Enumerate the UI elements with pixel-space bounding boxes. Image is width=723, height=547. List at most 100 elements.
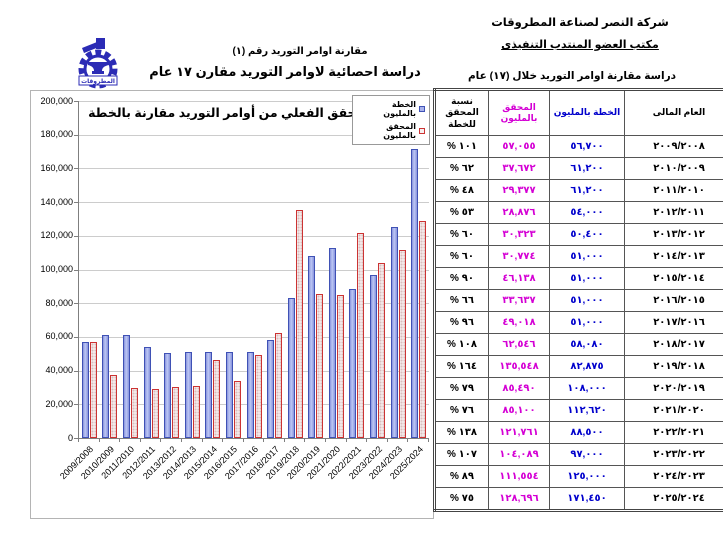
y-tick-label: 80,000 [45, 297, 73, 308]
plan-cell: ٥٠,٤٠٠ [549, 223, 625, 246]
plan-series-swatch-icon [419, 106, 425, 112]
actual-bar-2022/2021 [357, 233, 365, 438]
table-row: ٢٠١٩/٢٠١٨ ٨٢,٨٧٥ ١٣٥,٥٤٨% ١٦٤ [434, 355, 723, 378]
y-tick-label: 20,000 [45, 398, 73, 409]
pct-cell: % ٩٦ [434, 311, 489, 334]
col-header-actual: المحقق بالمليون [488, 89, 550, 136]
y-tick-label: 40,000 [45, 365, 73, 376]
table-row: ٢٠١١/٢٠١٠ ٦١,٢٠٠ ٢٩,٣٧٧% ٤٨ [434, 179, 723, 202]
year-cell: ٢٠١٥/٢٠١٤ [624, 267, 723, 290]
pct-cell: % ٦٢ [434, 157, 489, 180]
actual-series-swatch-icon [419, 128, 425, 134]
plan-cell: ١٢٥,٠٠٠ [549, 465, 625, 488]
table-row: ٢٠١٤/٢٠١٣ ٥١,٠٠٠ ٣٠,٧٧٤% ٦٠ [434, 245, 723, 268]
actual-cell: ٢٩,٣٧٧ [488, 179, 550, 202]
table-row: ٢٠٢٥/٢٠٢٤ ١٧١,٤٥٠ ١٢٨,٦٩٦% ٧٥ [434, 487, 723, 511]
year-cell: ٢٠٢٣/٢٠٢٢ [624, 443, 723, 466]
table-row: ٢٠١٢/٢٠١١ ٥٤,٠٠٠ ٢٨,٨٧٦% ٥٣ [434, 201, 723, 224]
pct-cell: % ٧٥ [434, 487, 489, 511]
bar-chart: 0 20,000 40,000 60,000 80,000 100,000 120,000 1… [30, 90, 434, 519]
plan-bar-2017/2016 [246, 352, 254, 438]
actual-bar-2024/2023 [398, 250, 406, 438]
table-row: ٢٠١٧/٢٠١٦ ٥١,٠٠٠ ٤٩,٠١٨% ٩٦ [434, 311, 723, 334]
plan-cell: ٩٧,٠٠٠ [549, 443, 625, 466]
plan-cell: ٦١,٢٠٠ [549, 179, 625, 202]
plan-bar-2012/2011 [143, 347, 151, 438]
year-cell: ٢٠١٢/٢٠١١ [624, 201, 723, 224]
y-tick-label: 0 [67, 432, 73, 443]
plan-bar-2011/2010 [122, 335, 130, 438]
plan-bar-2018/2017 [267, 340, 275, 438]
table-row: ٢٠٠٩/٢٠٠٨ ٥٦,٧٠٠ ٥٧,٠٥٥% ١٠١ [434, 135, 723, 158]
year-cell: ٢٠١٧/٢٠١٦ [624, 311, 723, 334]
pct-cell: % ٧٦ [434, 399, 489, 422]
y-tick-label: 60,000 [45, 331, 73, 342]
pct-cell: % ١٣٨ [434, 421, 489, 444]
actual-bar-2014/2013 [192, 386, 200, 438]
pct-cell: % ٩٠ [434, 267, 489, 290]
actual-bar-2020/2019 [316, 294, 324, 438]
chart-plot-area [78, 101, 429, 439]
plan-cell: ٥٤,٠٠٠ [549, 201, 625, 224]
pct-cell: % ٦٠ [434, 223, 489, 246]
plan-cell: ٨٢,٨٧٥ [549, 355, 625, 378]
year-cell: ٢٠٠٩/٢٠٠٨ [624, 135, 723, 158]
plan-bar-2010/2009 [102, 335, 110, 438]
plan-bar-2014/2013 [184, 352, 192, 438]
pct-cell: % ١٠٨ [434, 333, 489, 356]
plan-bar-2020/2019 [308, 256, 316, 438]
actual-bar-2018/2017 [275, 333, 283, 438]
year-cell: ٢٠٢٢/٢٠٢١ [624, 421, 723, 444]
table-row: ٢٠١٥/٢٠١٤ ٥١,٠٠٠ ٤٦,١٣٨% ٩٠ [434, 267, 723, 290]
y-tick-label: 120,000 [40, 230, 73, 241]
chart-legend: الخطة بالمليون المحقق بالمليون [352, 95, 430, 145]
col-header-year: العام المالى [624, 89, 723, 136]
report-main-title: دراسة احصائية لاوامر التوريد مقارن ١٧ عا… [149, 64, 421, 79]
actual-cell: ١٣٥,٥٤٨ [488, 355, 550, 378]
hammer-icon [82, 42, 99, 53]
year-cell: ٢٠١٤/٢٠١٣ [624, 245, 723, 268]
comparison-table: العام المالى الخطة بالمليون المحقق بالمل… [433, 88, 723, 512]
anvil-icon [88, 62, 109, 74]
col-header-plan: الخطة بالمليون [549, 89, 625, 136]
actual-cell: ٣٧,٦٧٢ [488, 157, 550, 180]
actual-bar-2011/2010 [130, 388, 138, 438]
actual-bar-2016/2015 [233, 381, 241, 438]
plan-cell: ١٧١,٤٥٠ [549, 487, 625, 511]
actual-cell: ٥٧,٠٥٥ [488, 135, 550, 158]
year-cell: ٢٠١٣/٢٠١٢ [624, 223, 723, 246]
year-cell: ٢٠٢٤/٢٠٢٣ [624, 465, 723, 488]
table-title: دراسة مقارنة اوامر التوريد خلال (١٧) عام [467, 70, 677, 82]
table-row: ٢٠٢٤/٢٠٢٣ ١٢٥,٠٠٠ ١١١,٥٥٤% ٨٩ [434, 465, 723, 488]
company-logo: المطروقات [78, 38, 118, 89]
plan-bar-2016/2015 [225, 352, 233, 438]
plan-bar-2013/2012 [164, 353, 172, 438]
actual-bar-2017/2016 [254, 355, 262, 438]
plan-bar-2023/2022 [370, 275, 378, 438]
plan-cell: ٥١,٠٠٠ [549, 267, 625, 290]
actual-cell: ٨٥,١٠٠ [488, 399, 550, 422]
pct-cell: % ٧٩ [434, 377, 489, 400]
actual-cell: ٨٥,٤٩٠ [488, 377, 550, 400]
table-row: ٢٠١٠/٢٠٠٩ ٦١,٢٠٠ ٣٧,٦٧٢% ٦٢ [434, 157, 723, 180]
report-number-title: مقارنة اوامر التوريد رقم (١) [232, 46, 368, 57]
gear-icon [78, 49, 118, 89]
actual-bar-2025/2024 [419, 221, 427, 438]
plan-bar-2022/2021 [349, 289, 357, 438]
pct-cell: % ١٠١ [434, 135, 489, 158]
pct-cell: % ٥٣ [434, 201, 489, 224]
actual-bar-2021/2020 [336, 295, 344, 438]
plan-bar-2021/2020 [328, 248, 336, 438]
logo-banner-text: المطروقات [81, 78, 115, 85]
actual-cell: ٣٣,٦٣٧ [488, 289, 550, 312]
actual-cell: ٦٢,٥٤٦ [488, 333, 550, 356]
company-name: شركة النصر لصناعة المطروقات [491, 17, 669, 29]
table-row: ٢٠٢٢/٢٠٢١ ٨٨,٥٠٠ ١٢١,٧٦١% ١٣٨ [434, 421, 723, 444]
actual-bar-2012/2011 [151, 389, 159, 438]
pct-cell: % ٤٨ [434, 179, 489, 202]
plan-bar-2019/2018 [287, 298, 295, 438]
actual-bar-2009/2008 [89, 342, 97, 438]
legend-label: المحقق بالمليون [383, 122, 416, 140]
year-cell: ٢٠١٨/٢٠١٧ [624, 333, 723, 356]
